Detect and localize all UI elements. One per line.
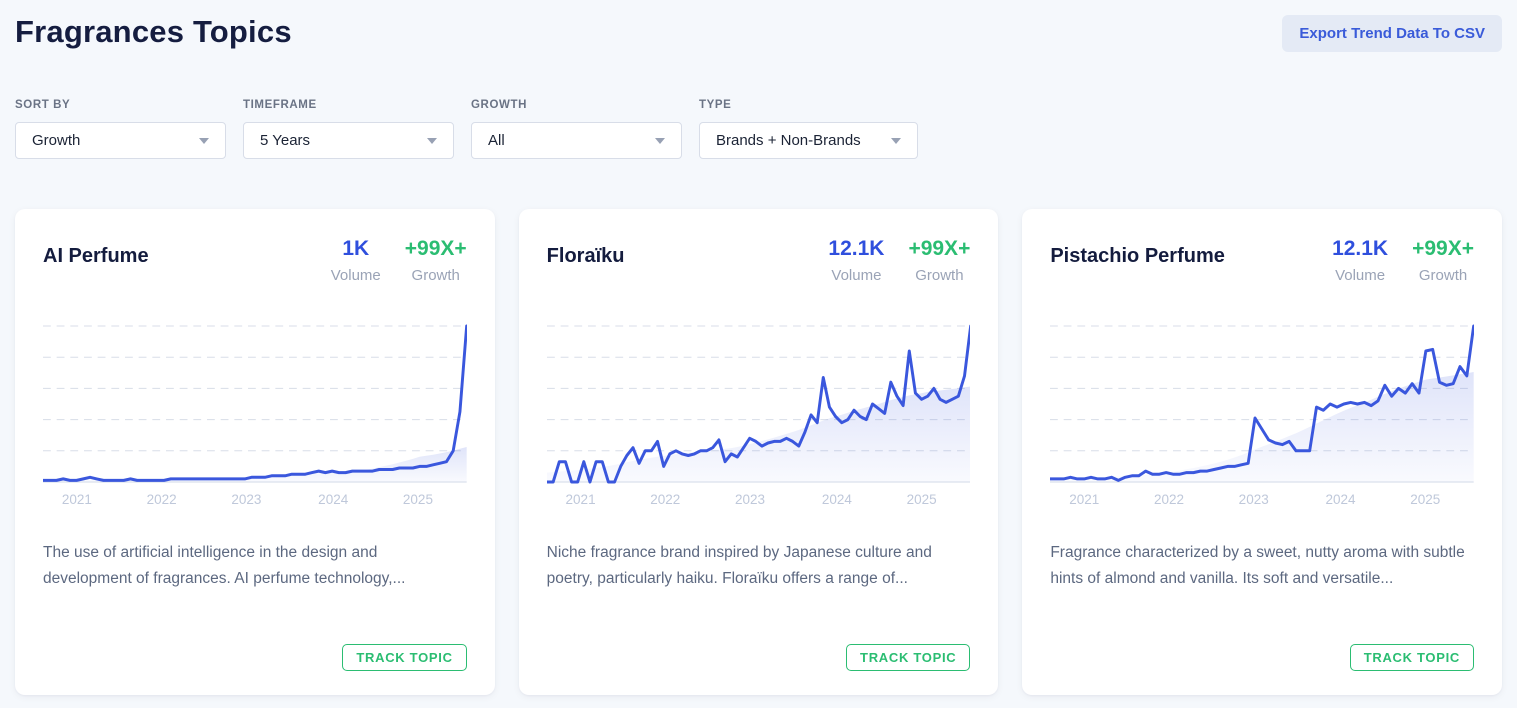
x-axis-label: 2022 [650,492,681,507]
filter-bar: SORT BY Growth TIMEFRAME 5 Years GROWTH … [15,99,1502,159]
volume-value: 12.1K [828,237,885,260]
topic-card-ai-perfume: AI Perfume 1K Volume +99X+ Growth 2021 20… [15,209,495,695]
x-axis-labels: 2021 2022 2023 2024 2025 [547,492,971,516]
growth-label: Growth [915,267,964,284]
growth-value: +99X+ [908,237,971,260]
timeframe-selected-value: 5 Years [260,132,311,149]
x-axis-label: 2025 [906,492,937,507]
filter-group-growth: GROWTH All [471,99,682,159]
sort-by-select[interactable]: Growth [15,122,226,159]
chevron-down-icon [891,137,901,144]
x-axis-label: 2021 [1069,492,1100,507]
card-header: AI Perfume 1K Volume +99X+ Growth [43,237,467,284]
card-header: Pistachio Perfume 12.1K Volume +99X+ Gro… [1050,237,1474,284]
topic-title[interactable]: Pistachio Perfume [1050,245,1225,267]
growth-stat: +99X+ Growth [405,237,467,284]
x-axis-label: 2024 [318,492,349,507]
trend-chart: 2021 2022 2023 2024 2025 [1050,314,1475,516]
export-csv-button[interactable]: Export Trend Data To CSV [1282,15,1502,52]
growth-stat: +99X+ Growth [1412,237,1474,284]
topic-stats: 1K Volume +99X+ Growth [331,237,467,284]
topic-description: Fragrance characterized by a sweet, nutt… [1050,544,1465,588]
topic-title[interactable]: Floraïku [546,245,625,267]
x-axis-label: 2025 [402,492,433,507]
volume-label: Volume [831,267,882,284]
type-selected-value: Brands + Non-Brands [716,132,861,149]
growth-selected-value: All [488,132,505,149]
x-axis-labels: 2021 2022 2023 2024 2025 [43,492,467,516]
track-topic-button[interactable]: TRACK TOPIC [1349,644,1475,671]
sort-by-selected-value: Growth [32,132,81,149]
x-axis-label: 2023 [1238,492,1269,507]
track-topic-button[interactable]: TRACK TOPIC [342,644,467,671]
card-footer: TRACK TOPIC [547,644,971,671]
x-axis-label: 2024 [1325,492,1356,507]
x-axis-labels: 2021 2022 2023 2024 2025 [1050,492,1474,516]
x-axis-label: 2025 [1410,492,1441,507]
x-axis-label: 2022 [146,492,177,507]
volume-stat: 12.1K Volume [1332,237,1388,284]
volume-stat: 1K Volume [331,237,381,284]
volume-value: 1K [342,237,370,260]
growth-label: Growth [1418,267,1468,284]
filter-group-type: TYPE Brands + Non-Brands [699,99,918,159]
type-select[interactable]: Brands + Non-Brands [699,122,918,159]
card-header: Floraïku 12.1K Volume +99X+ Growth [547,237,971,284]
filter-label-sort-by: SORT BY [15,99,71,111]
x-axis-label: 2022 [1153,492,1184,507]
x-axis-label: 2021 [565,492,596,507]
track-topic-button[interactable]: TRACK TOPIC [846,644,971,671]
x-axis-label: 2024 [821,492,852,507]
growth-value: +99X+ [1412,237,1475,260]
topic-stats: 12.1K Volume +99X+ Growth [828,237,970,284]
growth-select[interactable]: All [471,122,682,159]
trend-chart: 2021 2022 2023 2024 2025 [546,314,971,516]
page-title: Fragrances Topics [15,14,292,49]
growth-value: +99X+ [404,237,467,260]
topic-title[interactable]: AI Perfume [43,245,149,267]
volume-stat: 12.1K Volume [828,237,884,284]
volume-label: Volume [330,267,381,284]
chevron-down-icon [199,137,209,144]
growth-stat: +99X+ Growth [908,237,970,284]
x-axis-label: 2023 [735,492,766,507]
growth-label: Growth [411,267,460,284]
x-axis-label: 2023 [231,492,262,507]
x-axis-label: 2021 [61,492,92,507]
filter-label-timeframe: TIMEFRAME [243,99,317,111]
volume-label: Volume [1335,267,1386,284]
trend-chart: 2021 2022 2023 2024 2025 [43,314,467,516]
topic-stats: 12.1K Volume +99X+ Growth [1332,237,1474,284]
topic-description: Niche fragrance brand inspired by Japane… [546,544,932,588]
chevron-down-icon [655,137,665,144]
chevron-down-icon [427,137,437,144]
topic-card-pistachio-perfume: Pistachio Perfume 12.1K Volume +99X+ Gro… [1022,209,1503,695]
topic-cards-row: AI Perfume 1K Volume +99X+ Growth 2021 20… [15,209,1503,695]
topic-card-floraiku: Floraïku 12.1K Volume +99X+ Growth 2021 2… [518,209,999,695]
filter-group-sort-by: SORT BY Growth [15,99,226,159]
filter-label-growth: GROWTH [471,99,527,111]
card-footer: TRACK TOPIC [1050,644,1475,671]
volume-value: 12.1K [1332,237,1389,260]
card-footer: TRACK TOPIC [43,644,467,671]
page-header: Fragrances Topics Export Trend Data To C… [15,0,1502,52]
filter-label-type: TYPE [699,99,732,111]
timeframe-select[interactable]: 5 Years [243,122,454,159]
filter-group-timeframe: TIMEFRAME 5 Years [243,99,454,159]
topic-description: The use of artificial intelligence in th… [43,544,406,588]
